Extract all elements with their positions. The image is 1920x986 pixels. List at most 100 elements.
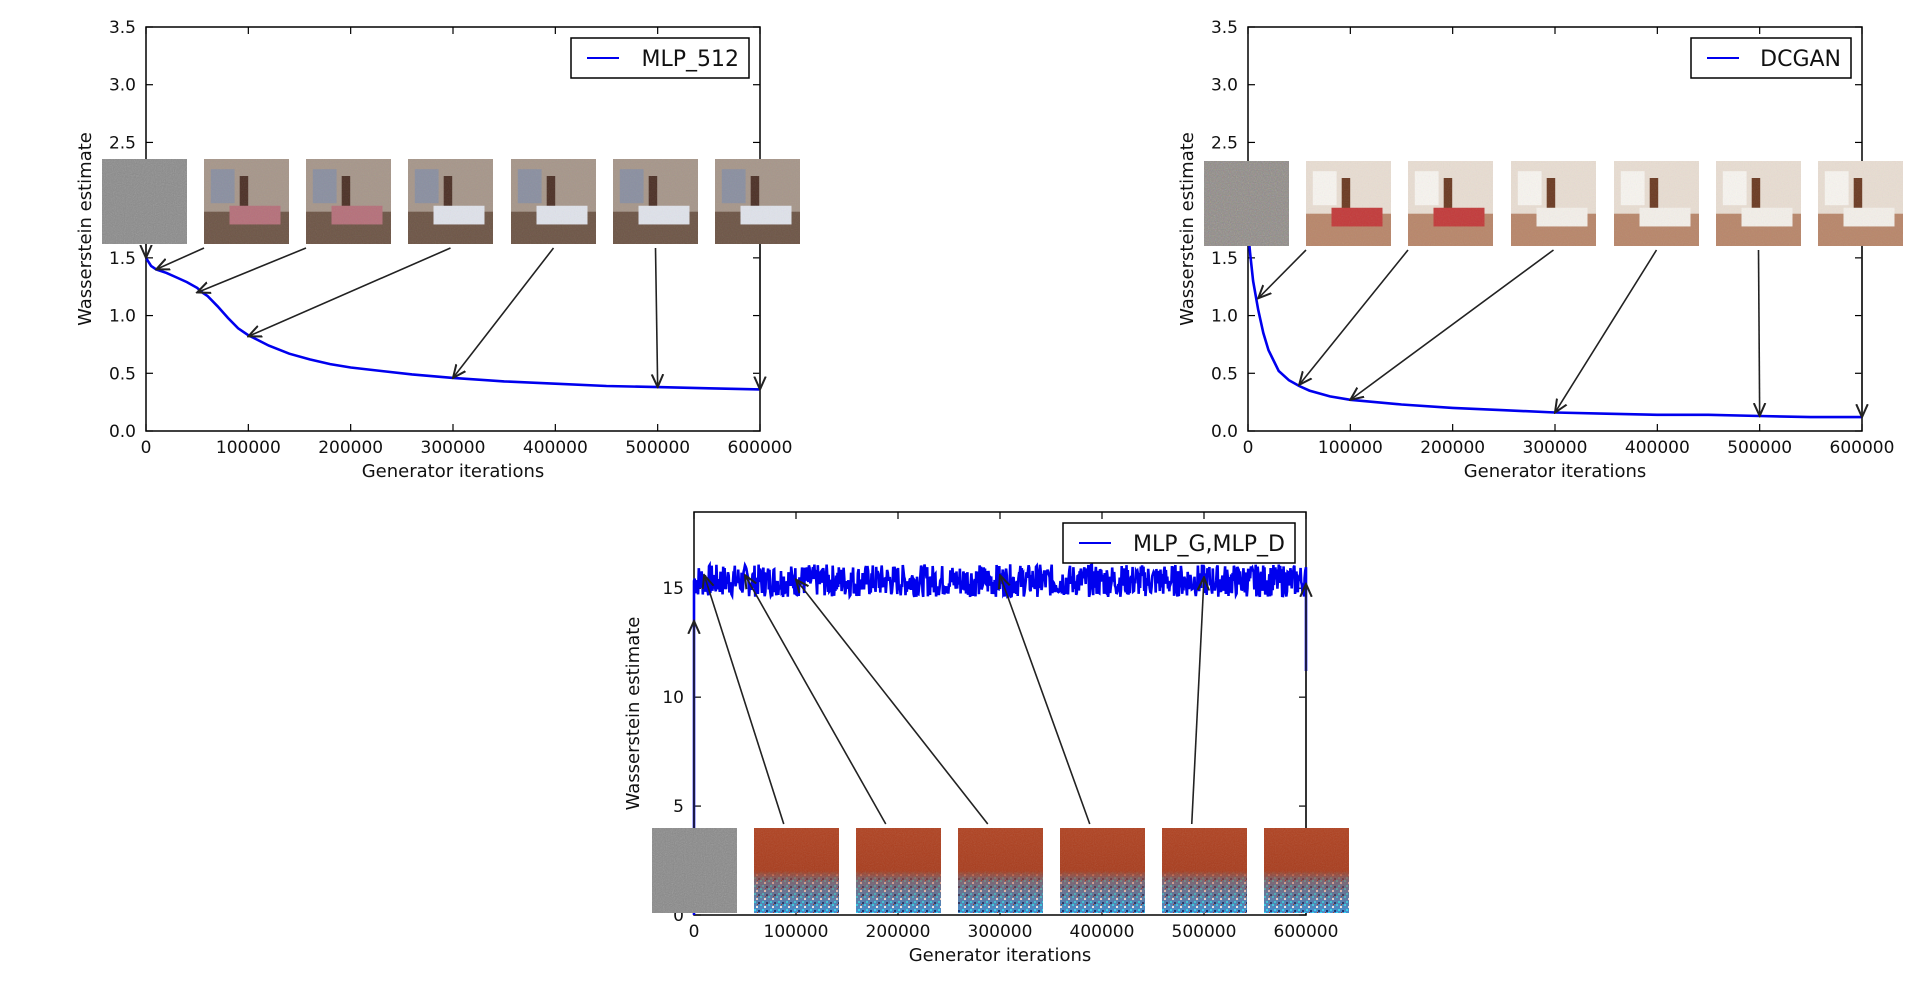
thumb-grain	[1408, 161, 1493, 246]
plot-2: 0 100000 200000 300000 400000 500000 600000 0.0…	[1177, 18, 1894, 482]
y-tick-label: 3.5	[1211, 18, 1238, 38]
thumb-grain	[715, 159, 800, 244]
x-tick-label: 200000	[866, 922, 931, 942]
sample-arrow	[1555, 249, 1658, 413]
x-tick-label: 500000	[1727, 438, 1792, 458]
thumb-grain	[1306, 161, 1391, 246]
sample-thumbnail	[1264, 828, 1349, 913]
y-tick-label: 2.5	[1211, 133, 1238, 153]
sample-thumbnail	[1818, 161, 1903, 246]
y-tick-label: 3.0	[1211, 76, 1238, 96]
y-tick-label: 0.5	[109, 364, 136, 384]
sample-thumbnail	[715, 159, 800, 244]
x-tick-label: 300000	[421, 438, 486, 458]
sample-arrow	[1258, 249, 1307, 298]
sample-thumbnail	[511, 159, 596, 244]
sample-thumbnail	[1060, 828, 1145, 913]
x-tick-label: 500000	[1172, 922, 1237, 942]
legend-label: MLP_G,MLP_D	[1133, 532, 1285, 557]
x-tick-label: 400000	[523, 438, 588, 458]
sample-thumbnail	[1204, 161, 1289, 246]
y-tick-label: 5	[673, 797, 684, 817]
thumb-grain	[1204, 161, 1289, 246]
sample-arrow	[745, 575, 887, 825]
y-tick-label: 1.0	[109, 307, 136, 327]
sample-thumbnail	[1511, 161, 1596, 246]
sample-arrow	[156, 247, 205, 269]
y-tick-label: 1.0	[1211, 307, 1238, 327]
x-tick-label: 400000	[1070, 922, 1135, 942]
sample-thumbnail	[408, 159, 493, 244]
x-tick-label: 0	[141, 438, 152, 458]
y-tick-label: 2.5	[109, 133, 136, 153]
thumb-grain	[1818, 161, 1903, 246]
thumb-grain	[1264, 828, 1349, 913]
thumb-grain	[1716, 161, 1801, 246]
thumb-grain	[1060, 828, 1145, 913]
sample-arrow	[796, 580, 989, 825]
x-tick-label: 200000	[318, 438, 383, 458]
x-axis-label: Generator iterations	[1464, 461, 1647, 482]
thumb-grain	[306, 159, 391, 244]
y-tick-label: 15	[662, 579, 684, 599]
sample-arrow	[1190, 577, 1204, 825]
thumb-grain	[204, 159, 289, 244]
x-tick-label: 600000	[1274, 922, 1339, 942]
y-tick-label: 10	[662, 688, 684, 708]
sample-arrow	[704, 575, 785, 825]
y-tick-label: 0.5	[1211, 364, 1238, 384]
thumb-grain	[958, 828, 1043, 913]
thumb-grain	[652, 828, 737, 913]
thumb-grain	[102, 159, 187, 244]
sample-thumbnail	[652, 828, 737, 913]
x-tick-label: 600000	[728, 438, 793, 458]
x-axis-label: Generator iterations	[909, 945, 1092, 966]
x-tick-label: 100000	[764, 922, 829, 942]
series-line	[1246, 228, 1862, 419]
sample-thumbnail	[1408, 161, 1493, 246]
thumb-grain	[754, 828, 839, 913]
legend-label: MLP_512	[642, 47, 740, 72]
thumb-grain	[1511, 161, 1596, 246]
legend: DCGAN	[1690, 37, 1852, 79]
y-tick-label: 0.0	[1211, 422, 1238, 442]
x-axis-label: Generator iterations	[362, 461, 545, 482]
thumb-grain	[1162, 828, 1247, 913]
sample-thumbnail	[1306, 161, 1391, 246]
sample-thumbnail	[204, 159, 289, 244]
sample-arrow	[1299, 249, 1409, 385]
x-tick-label: 500000	[625, 438, 690, 458]
x-tick-label: 100000	[216, 438, 281, 458]
sample-thumbnail	[1614, 161, 1699, 246]
plot-1: 0 100000 200000 300000 400000 500000 600000 0.0…	[75, 18, 792, 482]
y-axis-label: Wasserstein estimate	[75, 132, 96, 326]
x-tick-label: 200000	[1420, 438, 1485, 458]
sample-thumbnail	[958, 828, 1043, 913]
x-tick-label: 100000	[1318, 438, 1383, 458]
y-tick-label: 3.5	[109, 18, 136, 38]
thumb-grain	[613, 159, 698, 244]
x-tick-label: 0	[1243, 438, 1254, 458]
sample-arrow	[197, 247, 307, 292]
sample-arrow	[1000, 575, 1091, 825]
sample-thumbnail	[754, 828, 839, 913]
sample-arrow	[1350, 249, 1554, 400]
legend: MLP_512	[570, 37, 750, 79]
sample-thumbnail	[1162, 828, 1247, 913]
sample-thumbnail	[1716, 161, 1801, 246]
x-tick-label: 300000	[1523, 438, 1588, 458]
sample-thumbnail	[102, 159, 187, 244]
legend: MLP_G,MLP_D	[1062, 522, 1296, 564]
legend-label: DCGAN	[1760, 47, 1841, 72]
y-tick-label: 3.0	[109, 76, 136, 96]
x-tick-label: 600000	[1830, 438, 1895, 458]
thumb-grain	[408, 159, 493, 244]
thumb-grain	[856, 828, 941, 913]
thumb-grain	[511, 159, 596, 244]
x-tick-label: 300000	[968, 922, 1033, 942]
sample-arrow	[248, 247, 451, 336]
sample-arrow	[1759, 249, 1760, 416]
y-axis-label: Wasserstein estimate	[1177, 132, 1198, 326]
y-axis-label: Wasserstein estimate	[623, 617, 644, 811]
